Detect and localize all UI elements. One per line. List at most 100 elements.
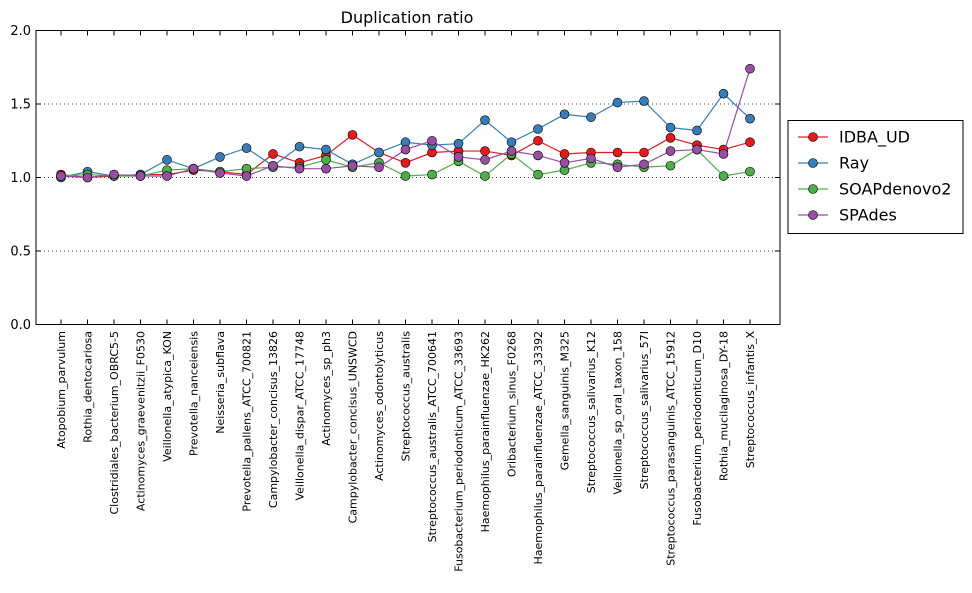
x-tick-label: Gemella_sanguinis_M325 bbox=[559, 331, 572, 470]
data-point bbox=[745, 137, 755, 148]
series-SPAdes bbox=[56, 63, 755, 183]
legend-item: Ray bbox=[798, 154, 869, 173]
data-point bbox=[692, 144, 702, 155]
data-point bbox=[453, 138, 464, 149]
data-point bbox=[612, 147, 623, 158]
y-tick-label: 2.0 bbox=[10, 24, 31, 39]
data-point bbox=[506, 137, 517, 148]
data-point bbox=[241, 171, 252, 181]
x-tick-label: Rothia_mucilaginosa_DY-18 bbox=[718, 331, 731, 481]
x-tick-label: Haemophilus_parainfluenzae_ATCC_33392 bbox=[532, 331, 545, 565]
data-point bbox=[480, 171, 490, 181]
x-tick-label: Prevotella_pallens_ATCC_700821 bbox=[241, 331, 254, 512]
data-point bbox=[427, 169, 437, 180]
legend-item: SPAdes bbox=[798, 206, 897, 225]
x-tick-label: Streptococcus_salivarius_57I bbox=[638, 331, 651, 489]
data-point bbox=[480, 155, 490, 165]
x-tick-label: Fusobacterium_periodonticum_ATCC_33693 bbox=[453, 331, 466, 572]
data-point bbox=[453, 152, 464, 162]
data-point bbox=[559, 109, 570, 120]
x-tick-label: Oribacterium_sinus_F0268 bbox=[506, 331, 519, 477]
data-point bbox=[162, 155, 172, 165]
data-point bbox=[480, 146, 490, 156]
data-point bbox=[347, 160, 358, 171]
data-point bbox=[718, 149, 729, 159]
x-tick-label: Campylobacter_concisus_13826 bbox=[267, 331, 280, 508]
data-point bbox=[612, 162, 623, 173]
data-point bbox=[559, 149, 570, 159]
data-point bbox=[321, 163, 331, 174]
data-point bbox=[533, 169, 543, 180]
data-point bbox=[745, 63, 755, 74]
legend-item: SOAPdenovo2 bbox=[798, 180, 951, 199]
legend: IDBA_UD Ray SOAPdenovo2 SPAdes bbox=[787, 120, 964, 234]
x-tick-label: Veillonella_atypica_KON bbox=[161, 331, 174, 462]
data-point bbox=[533, 150, 543, 161]
data-point bbox=[109, 169, 119, 180]
legend-marker bbox=[808, 210, 818, 220]
data-point bbox=[533, 124, 543, 134]
data-point bbox=[294, 141, 305, 152]
data-point bbox=[347, 130, 358, 140]
x-tick-label: Actinomyces_odontolyticus bbox=[373, 331, 386, 481]
data-point bbox=[241, 143, 252, 153]
y-tick-label: 1.0 bbox=[10, 171, 31, 186]
legend-marker bbox=[808, 184, 818, 194]
legend-label: SOAPdenovo2 bbox=[839, 180, 951, 199]
data-point bbox=[480, 115, 490, 125]
y-tick-label: 1.5 bbox=[10, 98, 31, 113]
data-point bbox=[692, 125, 702, 136]
data-point bbox=[321, 144, 331, 155]
data-point bbox=[665, 122, 676, 133]
data-point bbox=[586, 112, 596, 123]
data-point bbox=[665, 146, 676, 156]
legend-label: IDBA_UD bbox=[839, 128, 910, 148]
data-point bbox=[294, 163, 305, 174]
data-point bbox=[533, 135, 543, 146]
legend-marker bbox=[808, 158, 818, 168]
data-point bbox=[374, 147, 384, 158]
x-tick-label: Veillonella_sp_oral_taxon_158 bbox=[612, 331, 625, 495]
legend-label: Ray bbox=[839, 154, 869, 173]
legend-label: SPAdes bbox=[839, 206, 897, 225]
y-tick-label: 0.0 bbox=[10, 318, 31, 333]
series-layer bbox=[56, 63, 755, 183]
data-point bbox=[745, 166, 755, 177]
data-point bbox=[400, 158, 411, 168]
x-tick-label: Prevotella_nanceiensis bbox=[188, 331, 201, 456]
y-axis-ticks: 0.0 0.5 1.0 1.5 2.0 bbox=[10, 24, 780, 333]
data-point bbox=[215, 152, 225, 162]
data-point bbox=[400, 144, 411, 155]
data-point bbox=[718, 171, 729, 181]
data-point bbox=[188, 163, 199, 174]
data-point bbox=[745, 113, 755, 124]
data-point bbox=[135, 171, 146, 181]
data-point bbox=[506, 146, 517, 156]
data-point bbox=[639, 147, 649, 158]
data-point bbox=[268, 160, 278, 171]
x-tick-label: Campylobacter_concisus_UNSWCD bbox=[347, 331, 360, 523]
series-Ray bbox=[56, 88, 755, 183]
data-point bbox=[321, 155, 331, 165]
x-tick-label: Neisseria_subflava bbox=[214, 331, 227, 434]
x-tick-label: Streptococcus_australis_ATCC_700641 bbox=[426, 331, 439, 542]
data-point bbox=[162, 171, 172, 181]
data-point bbox=[612, 97, 623, 108]
data-point bbox=[559, 158, 570, 168]
data-point bbox=[718, 88, 729, 99]
legend-marker bbox=[808, 132, 818, 142]
legend-item: IDBA_UD bbox=[798, 128, 910, 148]
x-tick-label: Rothia_dentocariosa bbox=[82, 331, 95, 443]
x-tick-label: Streptococcus_salivarius_K12 bbox=[585, 331, 598, 493]
x-tick-label: Atopobium_parvulum bbox=[55, 331, 68, 449]
data-point bbox=[586, 153, 596, 164]
data-point bbox=[665, 133, 676, 143]
data-point bbox=[665, 160, 676, 171]
data-point bbox=[639, 159, 649, 170]
x-tick-label: Fusobacterium_periodonticum_D10 bbox=[691, 331, 704, 526]
x-tick-label: Streptococcus_parasanguinis_ATCC_15912 bbox=[665, 331, 678, 566]
x-tick-label: Clostridiales_bacterium_OBRC5-5 bbox=[108, 331, 121, 515]
data-point bbox=[400, 171, 411, 181]
x-axis-ticks: Atopobium_parvulum Rothia_dentocariosa Clo… bbox=[55, 30, 757, 572]
